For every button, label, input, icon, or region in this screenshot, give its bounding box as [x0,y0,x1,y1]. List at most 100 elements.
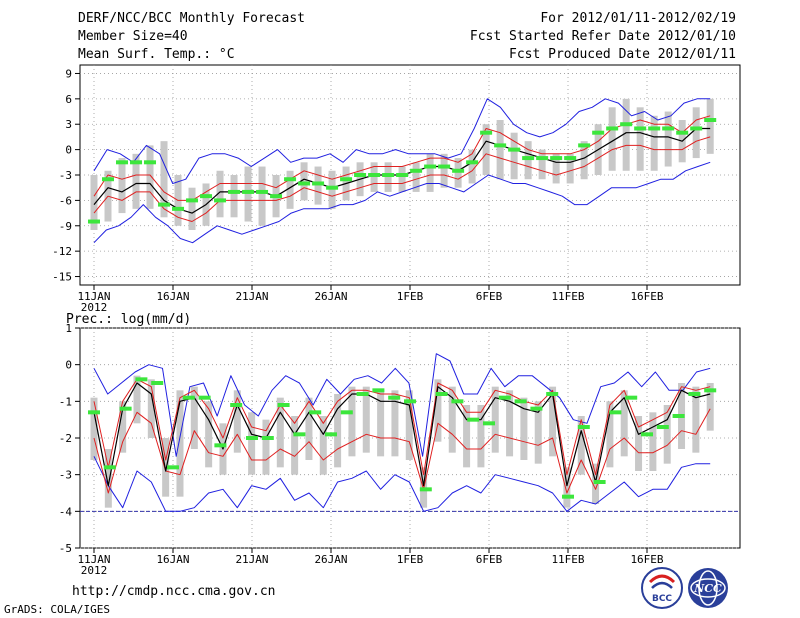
ensemble-box-1-36 [606,401,614,468]
x-tick-label-0-5: 6FEB [476,290,503,303]
source-url-link[interactable]: http://cmdp.ncc.cma.gov.cn [72,584,276,599]
observed-marker-0-40 [648,126,661,131]
ensemble-box-1-40 [663,405,671,464]
ensemble-box-1-7 [190,386,198,449]
ensemble-box-0-34 [566,153,574,184]
observed-marker-1-25 [483,421,495,426]
ensemble-box-0-32 [538,149,546,180]
ensemble-box-0-30 [510,132,518,180]
figure-title: DERF/NCC/BCC Monthly Forecast [78,11,305,26]
ensemble-box-0-21 [384,162,392,192]
ensemble-box-1-38 [635,416,643,471]
y-tick-label-1-5: -4 [59,505,73,518]
ensemble-box-0-7 [188,187,196,230]
observed-marker-0-13 [270,194,283,199]
observed-marker-1-17 [356,392,369,396]
observed-marker-1-33 [609,410,622,415]
observed-marker-0-15 [298,181,311,186]
observed-marker-0-28 [480,130,493,135]
observed-marker-1-27 [514,399,527,404]
x-tick-label-1-2: 21JAN [235,553,268,566]
ensemble-box-0-16 [314,166,322,205]
ensemble-box-1-0 [90,397,98,460]
ensemble-box-0-29 [496,120,504,180]
observed-marker-1-2 [119,406,132,411]
forecast-produced-label: Fcst Produced Date 2012/01/11 [509,47,736,62]
temperature-variable-label: Mean Surf. Temp.: °C [78,47,235,62]
observed-marker-0-19 [354,173,367,177]
observed-marker-1-22 [435,392,448,396]
observed-marker-0-18 [340,177,353,182]
observed-marker-0-10 [228,189,241,194]
ncc-logo-text: NCC [693,582,722,595]
observed-marker-0-9 [214,198,227,203]
y-tick-label-1-0: 1 [65,322,72,335]
observed-marker-0-41 [662,126,675,131]
observed-marker-0-39 [634,126,647,131]
ensemble-box-0-39 [636,107,644,171]
ensemble-box-0-23 [412,162,420,192]
ensemble-box-0-25 [440,153,448,188]
observed-marker-1-0 [88,410,100,415]
observed-marker-1-24 [467,417,480,422]
observed-marker-0-22 [396,173,409,177]
x-tick-label-0-3: 26JAN [314,290,347,303]
observed-marker-1-30 [562,494,574,499]
ensemble-box-0-37 [608,107,616,171]
ensemble-box-0-14 [286,170,294,209]
observed-marker-0-36 [592,130,605,135]
observed-marker-1-5 [167,465,179,470]
ensemble-box-1-29 [506,390,514,457]
ensemble-box-0-28 [482,124,490,175]
ensemble-box-1-6 [176,390,184,497]
y-tick-label-0-6: -9 [59,220,72,233]
forecast-start-label: Fcst Started Refer Date 2012/01/10 [469,29,736,44]
ensemble-box-0-17 [328,170,336,209]
ensemble-box-0-22 [398,166,406,192]
ensemble-box-0-24 [426,153,434,192]
observed-marker-1-23 [451,399,464,404]
ensemble-box-1-32 [549,386,557,457]
ensemble-box-1-12 [262,419,270,475]
ensemble-box-1-42 [692,386,700,453]
observed-marker-1-38 [688,392,701,396]
observed-marker-0-24 [424,164,437,169]
observed-marker-1-32 [593,480,606,484]
observed-marker-0-5 [158,202,171,207]
ensemble-box-0-10 [230,175,238,218]
ensemble-box-1-19 [362,386,370,453]
ensemble-box-1-33 [563,467,571,508]
forecast-period-label: For 2012/01/11-2012/02/19 [540,11,736,26]
ensemble-box-0-31 [524,141,532,180]
y-tick-label-1-3: -2 [59,432,72,445]
member-size-label: Member Size=40 [78,29,188,44]
bcc-logo: BCC [640,566,684,610]
observed-marker-1-35 [641,432,653,437]
ensemble-box-1-15 [305,397,313,460]
x-tick-label-0-7: 16FEB [630,290,663,303]
ensemble-box-1-11 [248,412,256,475]
ensemble-box-0-3 [132,153,140,209]
spread-upper-line-1 [93,378,711,476]
ensemble-box-0-27 [468,149,476,184]
observed-marker-0-30 [508,147,521,152]
ensemble-box-0-2 [118,158,126,214]
observed-marker-0-20 [368,173,381,177]
ensemble-box-0-12 [258,166,266,226]
observed-marker-1-26 [498,395,511,400]
observed-marker-0-27 [466,160,479,165]
observed-marker-1-13 [293,432,306,437]
y-tick-label-0-3: 0 [65,144,72,157]
observed-marker-0-38 [620,122,633,127]
observed-marker-0-14 [284,177,297,182]
ensemble-box-1-14 [291,416,299,475]
spread-lower-line-0 [93,136,711,222]
observed-marker-1-8 [214,443,227,448]
observed-marker-0-29 [494,143,507,148]
grads-credit: GrADS: COLA/IGES [4,603,110,616]
ensemble-box-0-11 [244,166,252,222]
observed-marker-1-36 [656,425,669,429]
ncc-logo: NCC [686,566,730,610]
observed-marker-0-4 [144,160,157,165]
observed-marker-1-10 [246,436,258,440]
